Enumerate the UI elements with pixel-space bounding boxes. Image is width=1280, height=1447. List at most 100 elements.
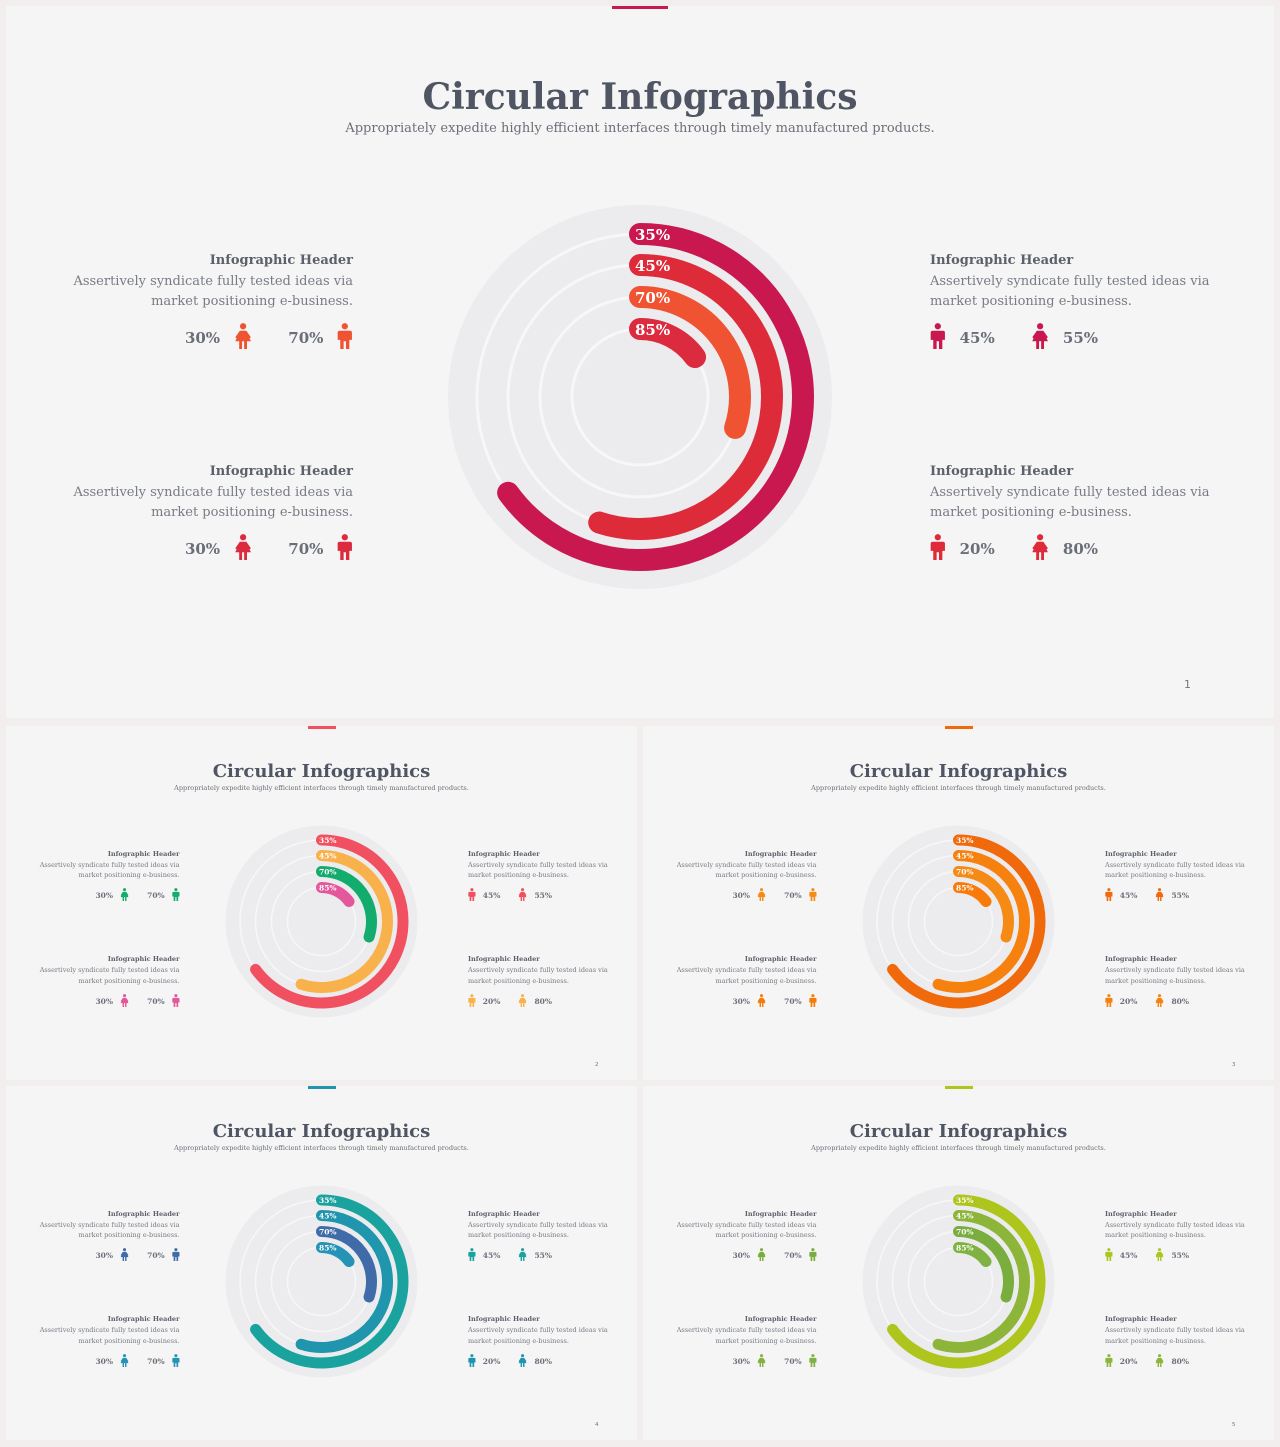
stat-percent: 45% (482, 891, 501, 900)
stat-percent: 55% (534, 891, 553, 900)
arc-45pct (932, 850, 1030, 993)
gender-stat: 30% (185, 534, 252, 564)
gender-stat: 80% (1155, 1352, 1189, 1371)
stat-percent: 30% (184, 540, 221, 558)
arc-label: 70% (319, 1228, 337, 1237)
arc-label: 35% (956, 836, 974, 845)
male-icon (809, 992, 817, 1011)
arc-70pct (629, 286, 751, 439)
info-header: Infographic Header (468, 1209, 540, 1218)
arc-35pct (250, 834, 409, 1009)
gender-stat: 55% (518, 1246, 552, 1265)
stat-percent: 80% (1171, 1356, 1190, 1366)
stat-percent: 55% (1171, 891, 1190, 900)
radial-chart: 35% 45% 70% 85% (862, 825, 1055, 1018)
gender-stat: 30% (732, 1352, 766, 1371)
info-description: market positioning e-business. (468, 871, 569, 879)
info-header: Infographic Header (468, 849, 540, 858)
info-description: Assertively syndicate fully tested ideas… (39, 1326, 180, 1334)
male-icon (172, 1352, 180, 1371)
info-block: Infographic Header Assertively syndicate … (40, 1315, 180, 1371)
gender-stat: 70% (784, 992, 817, 1011)
slide-subtitle: Appropriately expedite highly efficient … (174, 1143, 469, 1152)
stat-percent: 45% (959, 329, 995, 347)
female-icon (120, 886, 129, 905)
stat-percent: 70% (784, 1356, 802, 1366)
info-description: market positioning e-business. (151, 505, 353, 520)
info-header: Infographic Header (930, 464, 1074, 479)
stat-percent: 30% (95, 1356, 114, 1366)
info-header: Infographic Header (744, 1315, 817, 1323)
info-description: Assertively syndicate fully tested ideas… (73, 485, 353, 500)
info-description: market positioning e-business. (78, 976, 180, 985)
info-description: market positioning e-business. (1105, 1231, 1206, 1239)
gender-stats: 45% 55% (468, 1246, 608, 1265)
arc-85pct (629, 318, 707, 369)
stat-percent: 30% (732, 1356, 751, 1366)
male-icon (930, 323, 946, 353)
female-icon (518, 886, 527, 905)
gender-stats: 20% 80% (1105, 1352, 1245, 1371)
stat-percent: 45% (1119, 1251, 1138, 1260)
stat-percent: 30% (732, 1251, 751, 1260)
info-block: Infographic Header Assertively syndicate … (40, 955, 180, 1011)
arc-label: 85% (635, 321, 670, 339)
arc-45pct (588, 254, 783, 540)
gender-stats: 30% 70% (677, 886, 817, 905)
arc-label: 45% (319, 852, 337, 861)
info-header: Infographic Header (744, 955, 817, 963)
info-description: Assertively syndicate fully tested ideas… (468, 1326, 608, 1334)
arc-label: 45% (319, 1212, 337, 1221)
male-icon (337, 323, 353, 353)
male-icon (809, 1246, 817, 1265)
info-header: Infographic Header (1105, 1209, 1177, 1218)
male-icon (468, 1246, 476, 1265)
gender-stat: 30% (95, 1246, 129, 1265)
stat-percent: 55% (1171, 1251, 1190, 1260)
gender-stat: 30% (732, 992, 766, 1011)
page-number: 2 (595, 1062, 599, 1068)
stat-percent: 70% (784, 891, 802, 900)
arc-35pct (497, 223, 814, 571)
info-block: Infographic Header Assertively syndicate … (1105, 850, 1245, 906)
info-block: Infographic Header Assertively syndicate … (73, 464, 353, 564)
arc-35pct (887, 834, 1046, 1009)
stat-percent: 70% (784, 996, 802, 1006)
gender-stat: 70% (147, 992, 180, 1011)
slide-subtitle: Appropriately expedite highly efficient … (811, 783, 1106, 792)
slide-subtitle: Appropriately expedite highly efficient … (811, 1143, 1106, 1152)
info-header: Infographic Header (744, 1209, 817, 1218)
gender-stat: 30% (95, 1352, 129, 1371)
stat-percent: 70% (288, 540, 324, 558)
info-description: market positioning e-business. (1105, 871, 1206, 879)
stat-percent: 30% (95, 1251, 114, 1260)
info-description: market positioning e-business. (1105, 1336, 1206, 1345)
arc-label: 35% (319, 1196, 337, 1205)
stat-percent: 30% (732, 891, 751, 900)
slide-1: Circular Infographics Appropriately exped… (6, 6, 1274, 718)
stat-percent: 30% (95, 891, 114, 900)
arc-45pct (295, 850, 393, 993)
female-icon (518, 1246, 527, 1265)
gender-stats: 45% 55% (930, 323, 1210, 353)
female-icon (120, 1352, 129, 1371)
radial-chart: 35% 45% 70% 85% (225, 1185, 418, 1378)
female-icon (234, 534, 252, 564)
arc-35pct (250, 1194, 409, 1369)
gender-stat: 30% (185, 323, 252, 353)
stat-percent: 45% (482, 1251, 501, 1260)
info-description: market positioning e-business. (151, 294, 353, 309)
gender-stat: 70% (288, 534, 353, 564)
slide-4: Circular Infographics Appropriately exped… (6, 1086, 637, 1440)
stat-percent: 70% (147, 1251, 165, 1260)
radial-chart: 35% 45% 70% 85% (225, 825, 418, 1018)
page-number: 1 (1184, 678, 1191, 691)
page-number: 5 (1232, 1422, 1236, 1428)
stat-percent: 70% (784, 1251, 802, 1260)
info-description: Assertively syndicate fully tested ideas… (468, 860, 608, 869)
radial-chart: 35% 45% 70% 85% (448, 205, 832, 589)
info-block: Infographic Header Assertively syndicate … (73, 253, 353, 353)
info-description: market positioning e-business. (715, 1231, 817, 1239)
female-icon (234, 323, 252, 353)
info-description: Assertively syndicate fully tested ideas… (1105, 1326, 1245, 1334)
